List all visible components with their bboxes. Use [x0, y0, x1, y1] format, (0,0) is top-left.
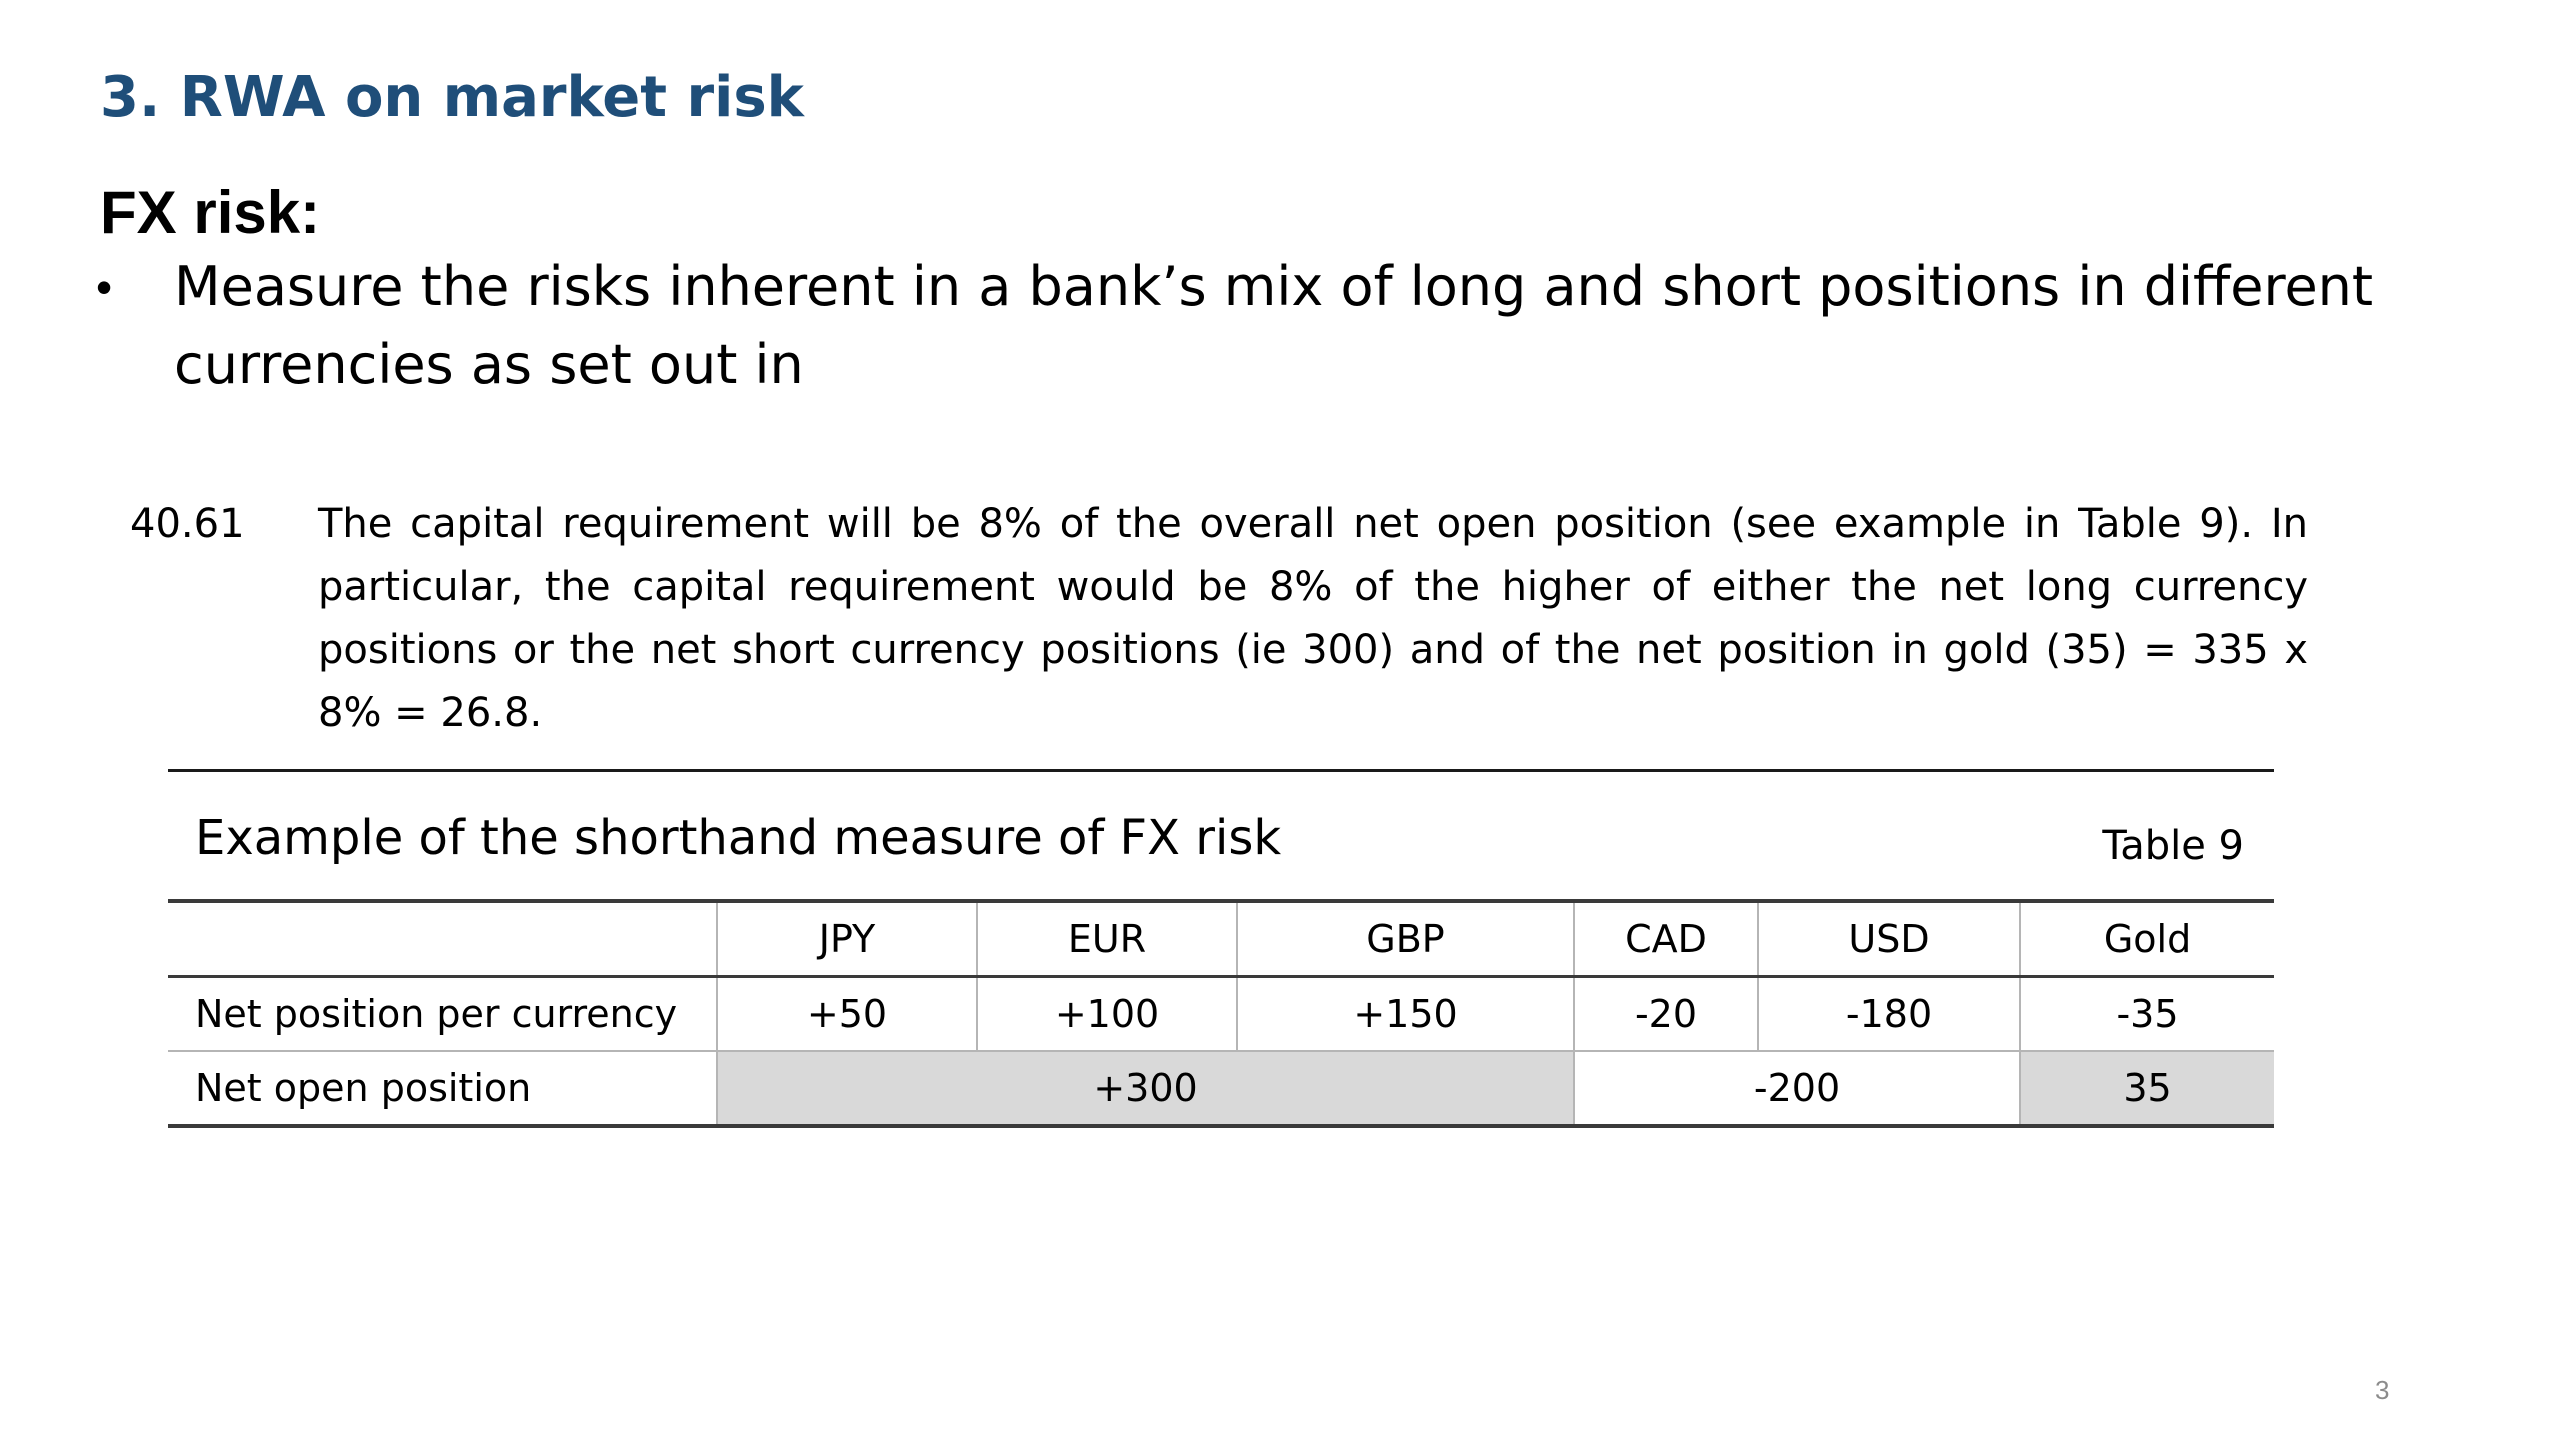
- paragraph-text: The capital requirement will be 8% of th…: [318, 501, 2308, 736]
- cell-net-long-total: +300: [716, 1051, 1574, 1126]
- table-top-rule: [168, 769, 2274, 772]
- table-row-net-position: Net position per currency +50 +100 +150 …: [168, 976, 2274, 1052]
- cell-net-short-total: -200: [1573, 1051, 2020, 1126]
- table-header-row: JPY EUR GBP CAD USD Gold: [168, 901, 2274, 978]
- paragraph-number: 40.61: [130, 501, 245, 547]
- bullet-text: Measure the risks inherent in a bank’s m…: [174, 255, 2374, 396]
- header-cell-cad: CAD: [1573, 901, 1758, 978]
- table-caption: Example of the shorthand measure of FX r…: [195, 810, 1282, 866]
- header-cell-gold: Gold: [2019, 901, 2274, 978]
- table-number: Table 9: [2102, 823, 2244, 869]
- header-cell-usd: USD: [1757, 901, 2020, 978]
- bullet-marker: •: [96, 261, 113, 313]
- cell-net-gold: 35: [2019, 1051, 2274, 1126]
- header-cell-jpy: JPY: [716, 901, 977, 978]
- cell-usd: -180: [1757, 976, 2020, 1052]
- cell-gbp: +150: [1236, 976, 1574, 1052]
- header-cell-eur: EUR: [976, 901, 1237, 978]
- table-row-net-open: Net open position +300 -200 35: [168, 1051, 2274, 1126]
- cell-cad: -20: [1573, 976, 1758, 1052]
- slide-title: 3. RWA on market risk: [100, 65, 804, 130]
- cell-jpy: +50: [716, 976, 977, 1052]
- row-label: Net open position: [195, 1066, 532, 1110]
- header-cell-gbp: GBP: [1236, 901, 1574, 978]
- row-label: Net position per currency: [168, 976, 717, 1052]
- page-number: 3: [2375, 1375, 2390, 1405]
- section-heading: FX risk:: [100, 179, 321, 246]
- fx-risk-table: JPY EUR GBP CAD USD Gold Net position pe…: [168, 899, 2274, 1128]
- cell-eur: +100: [976, 976, 1237, 1052]
- cell-gold: -35: [2019, 976, 2274, 1052]
- header-cell-empty: [168, 901, 717, 978]
